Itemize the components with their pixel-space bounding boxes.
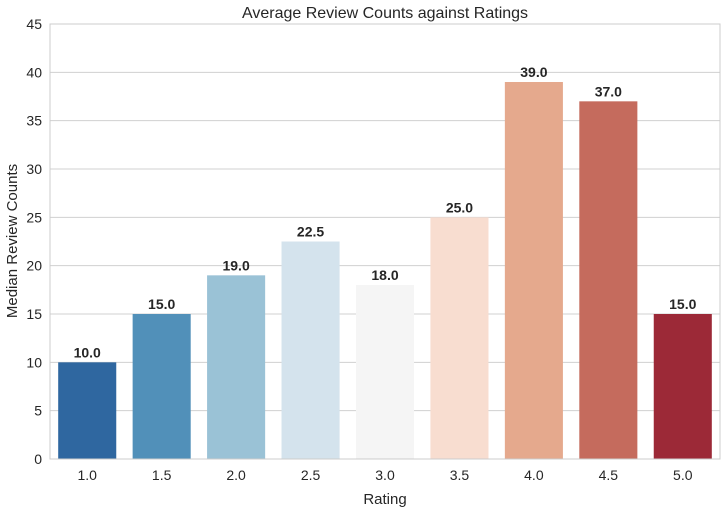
bar [207, 275, 266, 459]
y-tick-label: 45 [26, 16, 42, 32]
y-tick-label: 0 [34, 451, 42, 467]
bar [132, 314, 191, 459]
bar [504, 82, 563, 459]
bar-value-label: 15.0 [669, 296, 696, 312]
bar-value-label: 10.0 [74, 344, 101, 360]
y-tick-label: 25 [26, 209, 42, 225]
bar-value-label: 19.0 [222, 257, 249, 273]
bar [579, 101, 638, 459]
y-tick-label: 20 [26, 258, 42, 274]
y-tick-label: 15 [26, 306, 42, 322]
x-axis-ticks: 1.0 1.5 2.0 2.5 3.0 3.5 4.0 4.5 5.0 [77, 467, 692, 483]
bars [58, 82, 712, 459]
bar-value-label: 37.0 [595, 83, 622, 99]
bar-value-label: 25.0 [446, 199, 473, 215]
x-tick-label: 1.5 [152, 467, 172, 483]
bar-value-label: 15.0 [148, 296, 175, 312]
bar [430, 217, 489, 459]
value-labels: 10.0 15.0 19.0 22.5 18.0 25.0 39.0 37.0 15.0 [74, 64, 697, 360]
plot-frame [49, 23, 721, 460]
x-tick-label: 2.5 [301, 467, 321, 483]
y-axis-ticks: 0 5 10 15 20 25 30 35 40 45 [26, 16, 42, 467]
x-tick-label: 3.0 [375, 467, 395, 483]
y-tick-label: 35 [26, 113, 42, 129]
bar [355, 285, 415, 459]
bar-value-label: 22.5 [297, 224, 324, 240]
y-tick-label: 5 [34, 403, 42, 419]
y-tick-label: 30 [26, 161, 42, 177]
x-tick-label: 3.5 [450, 467, 470, 483]
bar [281, 241, 340, 459]
x-tick-label: 4.0 [524, 467, 544, 483]
x-tick-label: 1.0 [77, 467, 97, 483]
bar-value-label: 18.0 [371, 267, 398, 283]
y-tick-label: 10 [26, 354, 42, 370]
bar [653, 314, 712, 459]
bar [58, 362, 117, 459]
y-tick-label: 40 [26, 64, 42, 80]
bar-value-label: 39.0 [520, 64, 547, 80]
chart-title: Average Review Counts against Ratings [242, 5, 528, 22]
y-axis-title: Median Review Counts [4, 164, 21, 318]
x-tick-label: 5.0 [673, 467, 693, 483]
x-axis-title: Rating [363, 491, 406, 508]
x-tick-label: 2.0 [226, 467, 246, 483]
x-tick-label: 4.5 [599, 467, 619, 483]
